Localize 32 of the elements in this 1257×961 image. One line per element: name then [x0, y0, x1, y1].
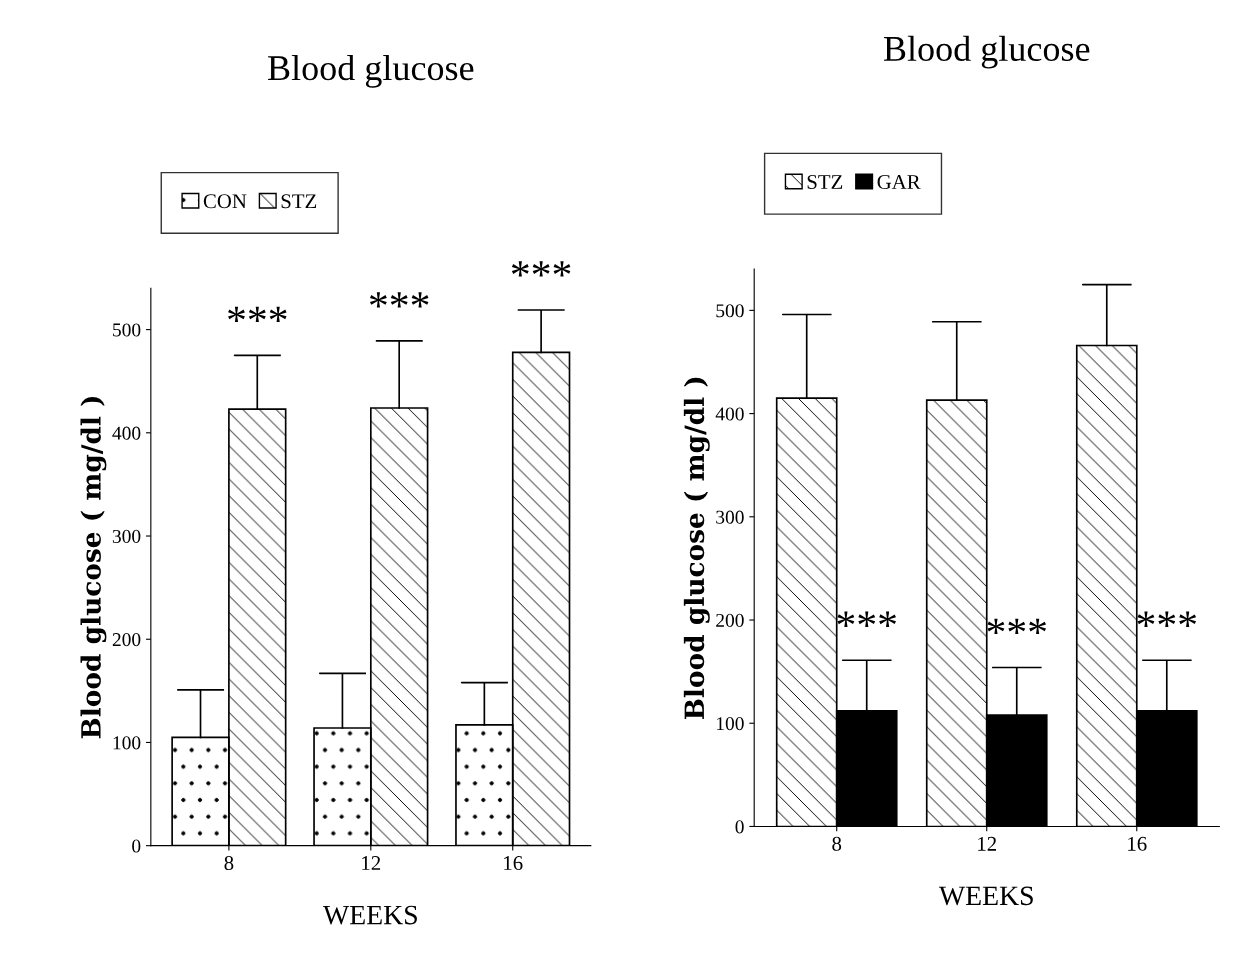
y-tick-label: 400	[715, 407, 744, 421]
x-tick-label: 16	[1128, 836, 1147, 851]
y-tick-label: 100	[717, 717, 744, 731]
y-tick-label: 0	[735, 820, 744, 834]
y-tick-label: 500	[113, 323, 141, 337]
y-tick-label: 300	[112, 529, 141, 543]
x-tick-label: 12	[978, 836, 997, 851]
y-tick-label: 100	[113, 736, 141, 750]
legend-label: STZ	[807, 175, 843, 190]
y-tick-label: 500	[716, 304, 744, 318]
legend-label: GAR	[877, 175, 921, 190]
y-tick-label: 200	[112, 633, 141, 647]
x-axis-title: WEEKS	[323, 905, 417, 925]
annotation: ***	[228, 306, 287, 323]
annotation: ***	[369, 292, 429, 308]
chart-title: Blood glucose	[883, 35, 1090, 69]
y-tick-label: 200	[716, 613, 744, 627]
annotation: ***	[837, 611, 896, 627]
x-tick-label: 12	[362, 856, 381, 870]
y-axis-title: Blood glucose ( mg/dl )	[80, 396, 107, 739]
legend-label: CON	[203, 194, 247, 209]
y-tick-label: 0	[132, 839, 141, 853]
x-tick-label: 8	[832, 836, 842, 851]
y-tick-label: 300	[716, 510, 744, 524]
y-tick-label: 400	[112, 426, 141, 440]
y-axis-title: Blood glucose ( mg/dl )	[683, 377, 710, 720]
text: ***	[511, 261, 571, 277]
chart-title: Blood glucose	[268, 54, 474, 88]
x-tick-label: 16	[504, 856, 523, 871]
legend-label: STZ	[281, 194, 317, 209]
x-axis-title: WEEKS	[938, 886, 1033, 906]
x-tick-label: 8	[224, 856, 234, 871]
